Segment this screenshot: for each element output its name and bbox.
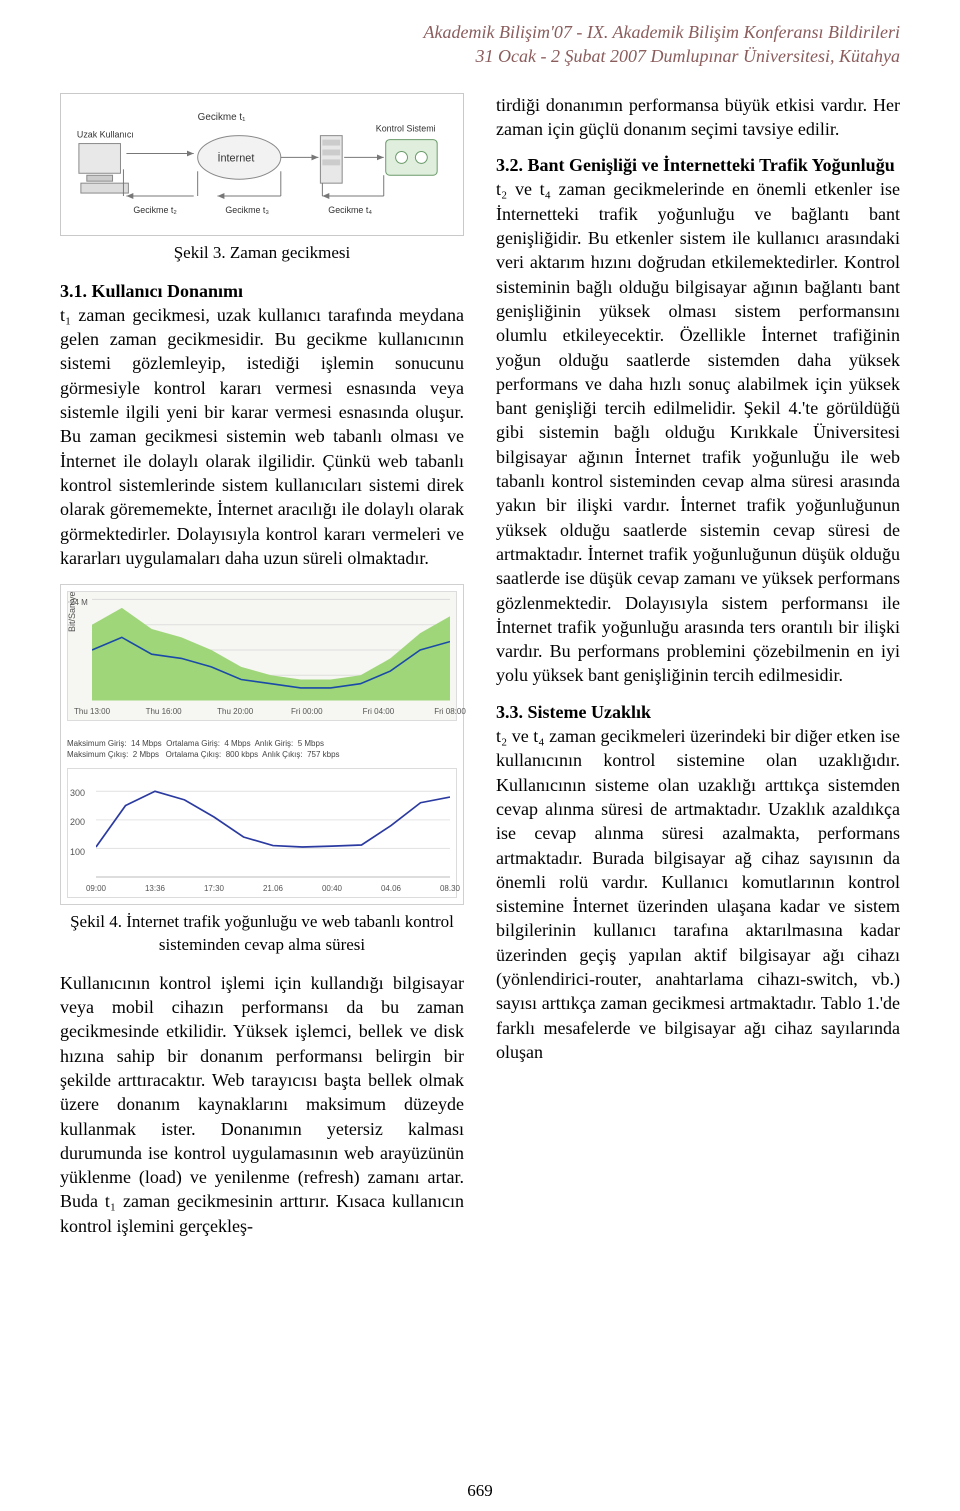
traffic-stats-2: Maksimum Çıkış: 2 Mbps Ortalama Çıkış: 8… — [67, 750, 457, 760]
header-line-1: Akademik Bilişim'07 - IX. Akademik Biliş… — [60, 20, 900, 44]
para-3-1-body: t₁ zaman gecikmesi, uzak kullanıcı taraf… — [60, 305, 464, 568]
node-label-uzak: Uzak Kullanıcı — [77, 129, 134, 139]
section-3-1: 3.1. Kullanıcı Donanımı t₁ zaman gecikme… — [60, 279, 464, 571]
figure-4-wrap: Bit/Saniye 24 MThu 13:00Thu 16:00Thu 20:… — [60, 584, 464, 905]
figure-3-caption: Şekil 3. Zaman gecikmesi — [60, 242, 464, 265]
para-after-fig4: Kullanıcının kontrol işlemi için kulland… — [60, 971, 464, 1238]
para-3-2-body: t₂ ve t₄ zaman gecikmelerinde en önemli … — [496, 179, 900, 685]
section-3-3: 3.3. Sisteme Uzaklık t₂ ve t₄ zaman geci… — [496, 700, 900, 1064]
edge-label-t3: Gecikme t₃ — [225, 204, 269, 214]
section-3-2: 3.2. Bant Genişliği ve İnternetteki Traf… — [496, 153, 900, 688]
traffic-chart-plot: 24 MThu 13:00Thu 16:00Thu 20:00Fri 00:00… — [92, 598, 450, 702]
response-chart: 10020030009:0013:3617:3021.0600:4004.060… — [67, 768, 457, 898]
heading-3-3: 3.3. Sisteme Uzaklık — [496, 702, 651, 722]
edge-label-t2: Gecikme t₂ — [133, 204, 177, 214]
network-diagram: Gecikme t₁ Uzak Kullanıcı İnternet — [69, 102, 455, 221]
traffic-stats-1: Maksimum Giriş: 14 Mbps Ortalama Giriş: … — [67, 739, 457, 749]
edge-label-t4: Gecikme t₄ — [328, 204, 372, 214]
left-column: Gecikme t₁ Uzak Kullanıcı İnternet — [60, 93, 464, 1250]
right-column: tirdiği donanımın performansa büyük etki… — [496, 93, 900, 1250]
figure-3-box: Gecikme t₁ Uzak Kullanıcı İnternet — [60, 93, 464, 236]
header-line-2: 31 Ocak - 2 Şubat 2007 Dumlupınar Üniver… — [60, 44, 900, 68]
page-number: 669 — [0, 1481, 960, 1501]
traffic-chart: Bit/Saniye 24 MThu 13:00Thu 16:00Thu 20:… — [67, 591, 457, 721]
heading-3-1: 3.1. Kullanıcı Donanımı — [60, 281, 243, 301]
heading-3-2: 3.2. Bant Genişliği ve İnternetteki Traf… — [496, 155, 895, 175]
response-chart-plot: 10020030009:0013:3617:3021.0600:4004.060… — [96, 775, 450, 879]
edge-label-t1: Gecikme t₁ — [198, 111, 246, 122]
node-label-internet: İnternet — [217, 151, 254, 164]
figure-4-caption: Şekil 4. İnternet trafik yoğunluğu ve we… — [60, 911, 464, 957]
two-column-layout: Gecikme t₁ Uzak Kullanıcı İnternet — [60, 93, 900, 1250]
node-label-kontrol: Kontrol Sistemi — [376, 123, 436, 133]
right-top-continuation: tirdiği donanımın performansa büyük etki… — [496, 93, 900, 142]
conference-header: Akademik Bilişim'07 - IX. Akademik Biliş… — [60, 20, 900, 69]
para-3-3-body: t₂ ve t₄ zaman gecikmeleri üzerindeki bi… — [496, 726, 900, 1062]
page: Akademik Bilişim'07 - IX. Akademik Biliş… — [0, 0, 960, 1511]
